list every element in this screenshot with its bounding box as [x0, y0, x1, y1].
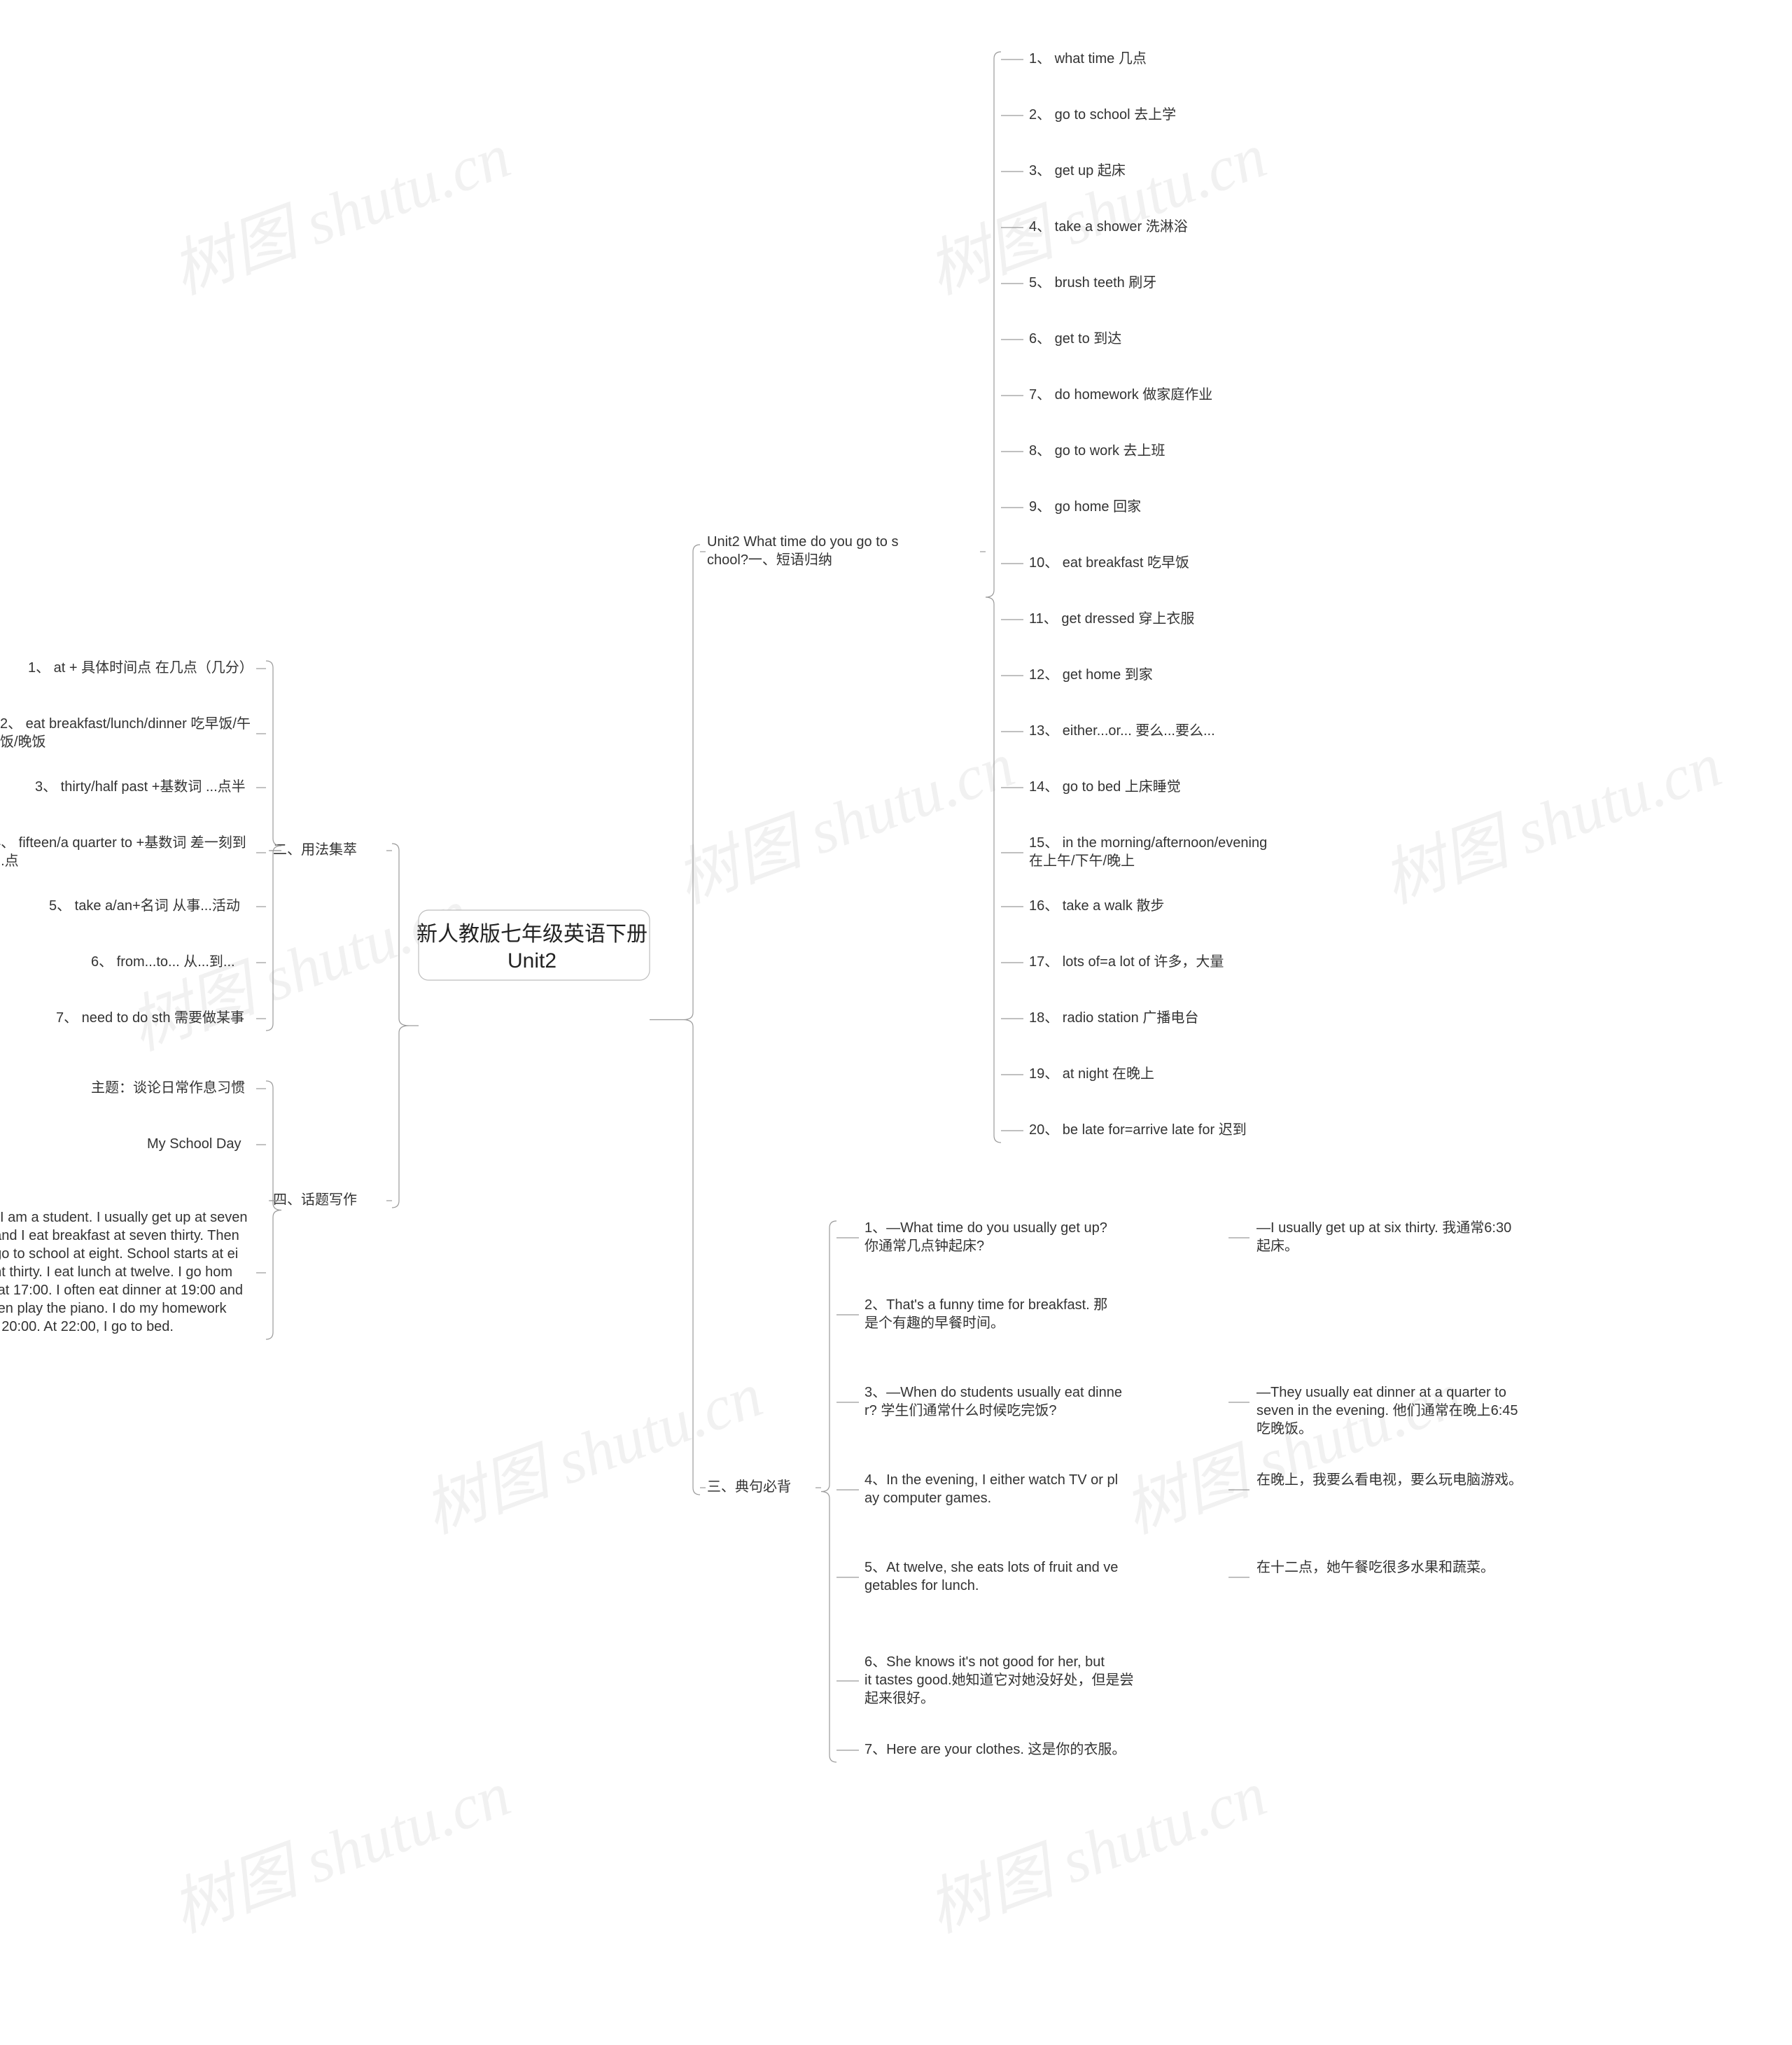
leaf-label: 主题：谈论日常作息习惯: [91, 1080, 245, 1096]
leaf-label: 11、 get dressed 穿上衣服: [1029, 610, 1194, 627]
leaf-label: 19、 at night 在晚上: [1029, 1066, 1154, 1082]
section-label: 二、用法集萃: [273, 842, 357, 858]
leaf-label: 18、 radio station 广播电台: [1029, 1010, 1198, 1026]
leaf-label: 13、 either...or... 要么...要么...: [1029, 723, 1215, 739]
leaf-label: 10、 eat breakfast 吃早饭: [1029, 554, 1189, 571]
leaf-label: 3、 thirty/half past +基数词 ...点半: [35, 779, 246, 795]
leaf-label: 17、 lots of=a lot of 许多，大量: [1029, 954, 1224, 970]
leaf-label: 1、 what time 几点: [1029, 50, 1147, 67]
leaf-label: 3、 get up 起床: [1029, 162, 1126, 179]
leaf-label: 16、 take a walk 散步: [1029, 898, 1164, 914]
leaf-label: I am a student. I usually get up at seve…: [0, 1210, 248, 1334]
leaf-label: 7、 do homework 做家庭作业: [1029, 386, 1212, 403]
section-label: 三、典句必背: [707, 1479, 791, 1495]
leaf-child-label: 在晚上，我要么看电视，要么玩电脑游戏。: [1256, 1472, 1522, 1488]
leaf-label: My School Day: [147, 1136, 241, 1152]
leaf-label: 6、 from...to... 从...到...: [91, 954, 235, 970]
leaf-label: 2、 go to school 去上学: [1029, 106, 1176, 123]
leaf-label: 1、 at + 具体时间点 在几点（几分）: [28, 659, 253, 676]
leaf-child-label: 在十二点，她午餐吃很多水果和蔬菜。: [1256, 1559, 1494, 1575]
leaf-label: 14、 go to bed 上床睡觉: [1029, 779, 1181, 795]
leaf-label: 7、 need to do sth 需要做某事: [56, 1010, 244, 1026]
leaf-label: 5、 brush teeth 刷牙: [1029, 274, 1156, 291]
leaf-label: 9、 go home 回家: [1029, 498, 1141, 515]
leaf-label: 12、 get home 到家: [1029, 666, 1153, 683]
leaf-label: 8、 go to work 去上班: [1029, 442, 1166, 459]
leaf-label: 20、 be late for=arrive late for 迟到: [1029, 1122, 1247, 1138]
leaf-label: 4、 take a shower 洗淋浴: [1029, 218, 1188, 235]
leaf-label: 5、 take a/an+名词 从事...活动: [49, 898, 240, 914]
leaf-label: 6、 get to 到达: [1029, 330, 1121, 347]
section-label: 四、话题写作: [273, 1192, 357, 1208]
leaf-label: 7、Here are your clothes. 这是你的衣服。: [864, 1741, 1126, 1757]
